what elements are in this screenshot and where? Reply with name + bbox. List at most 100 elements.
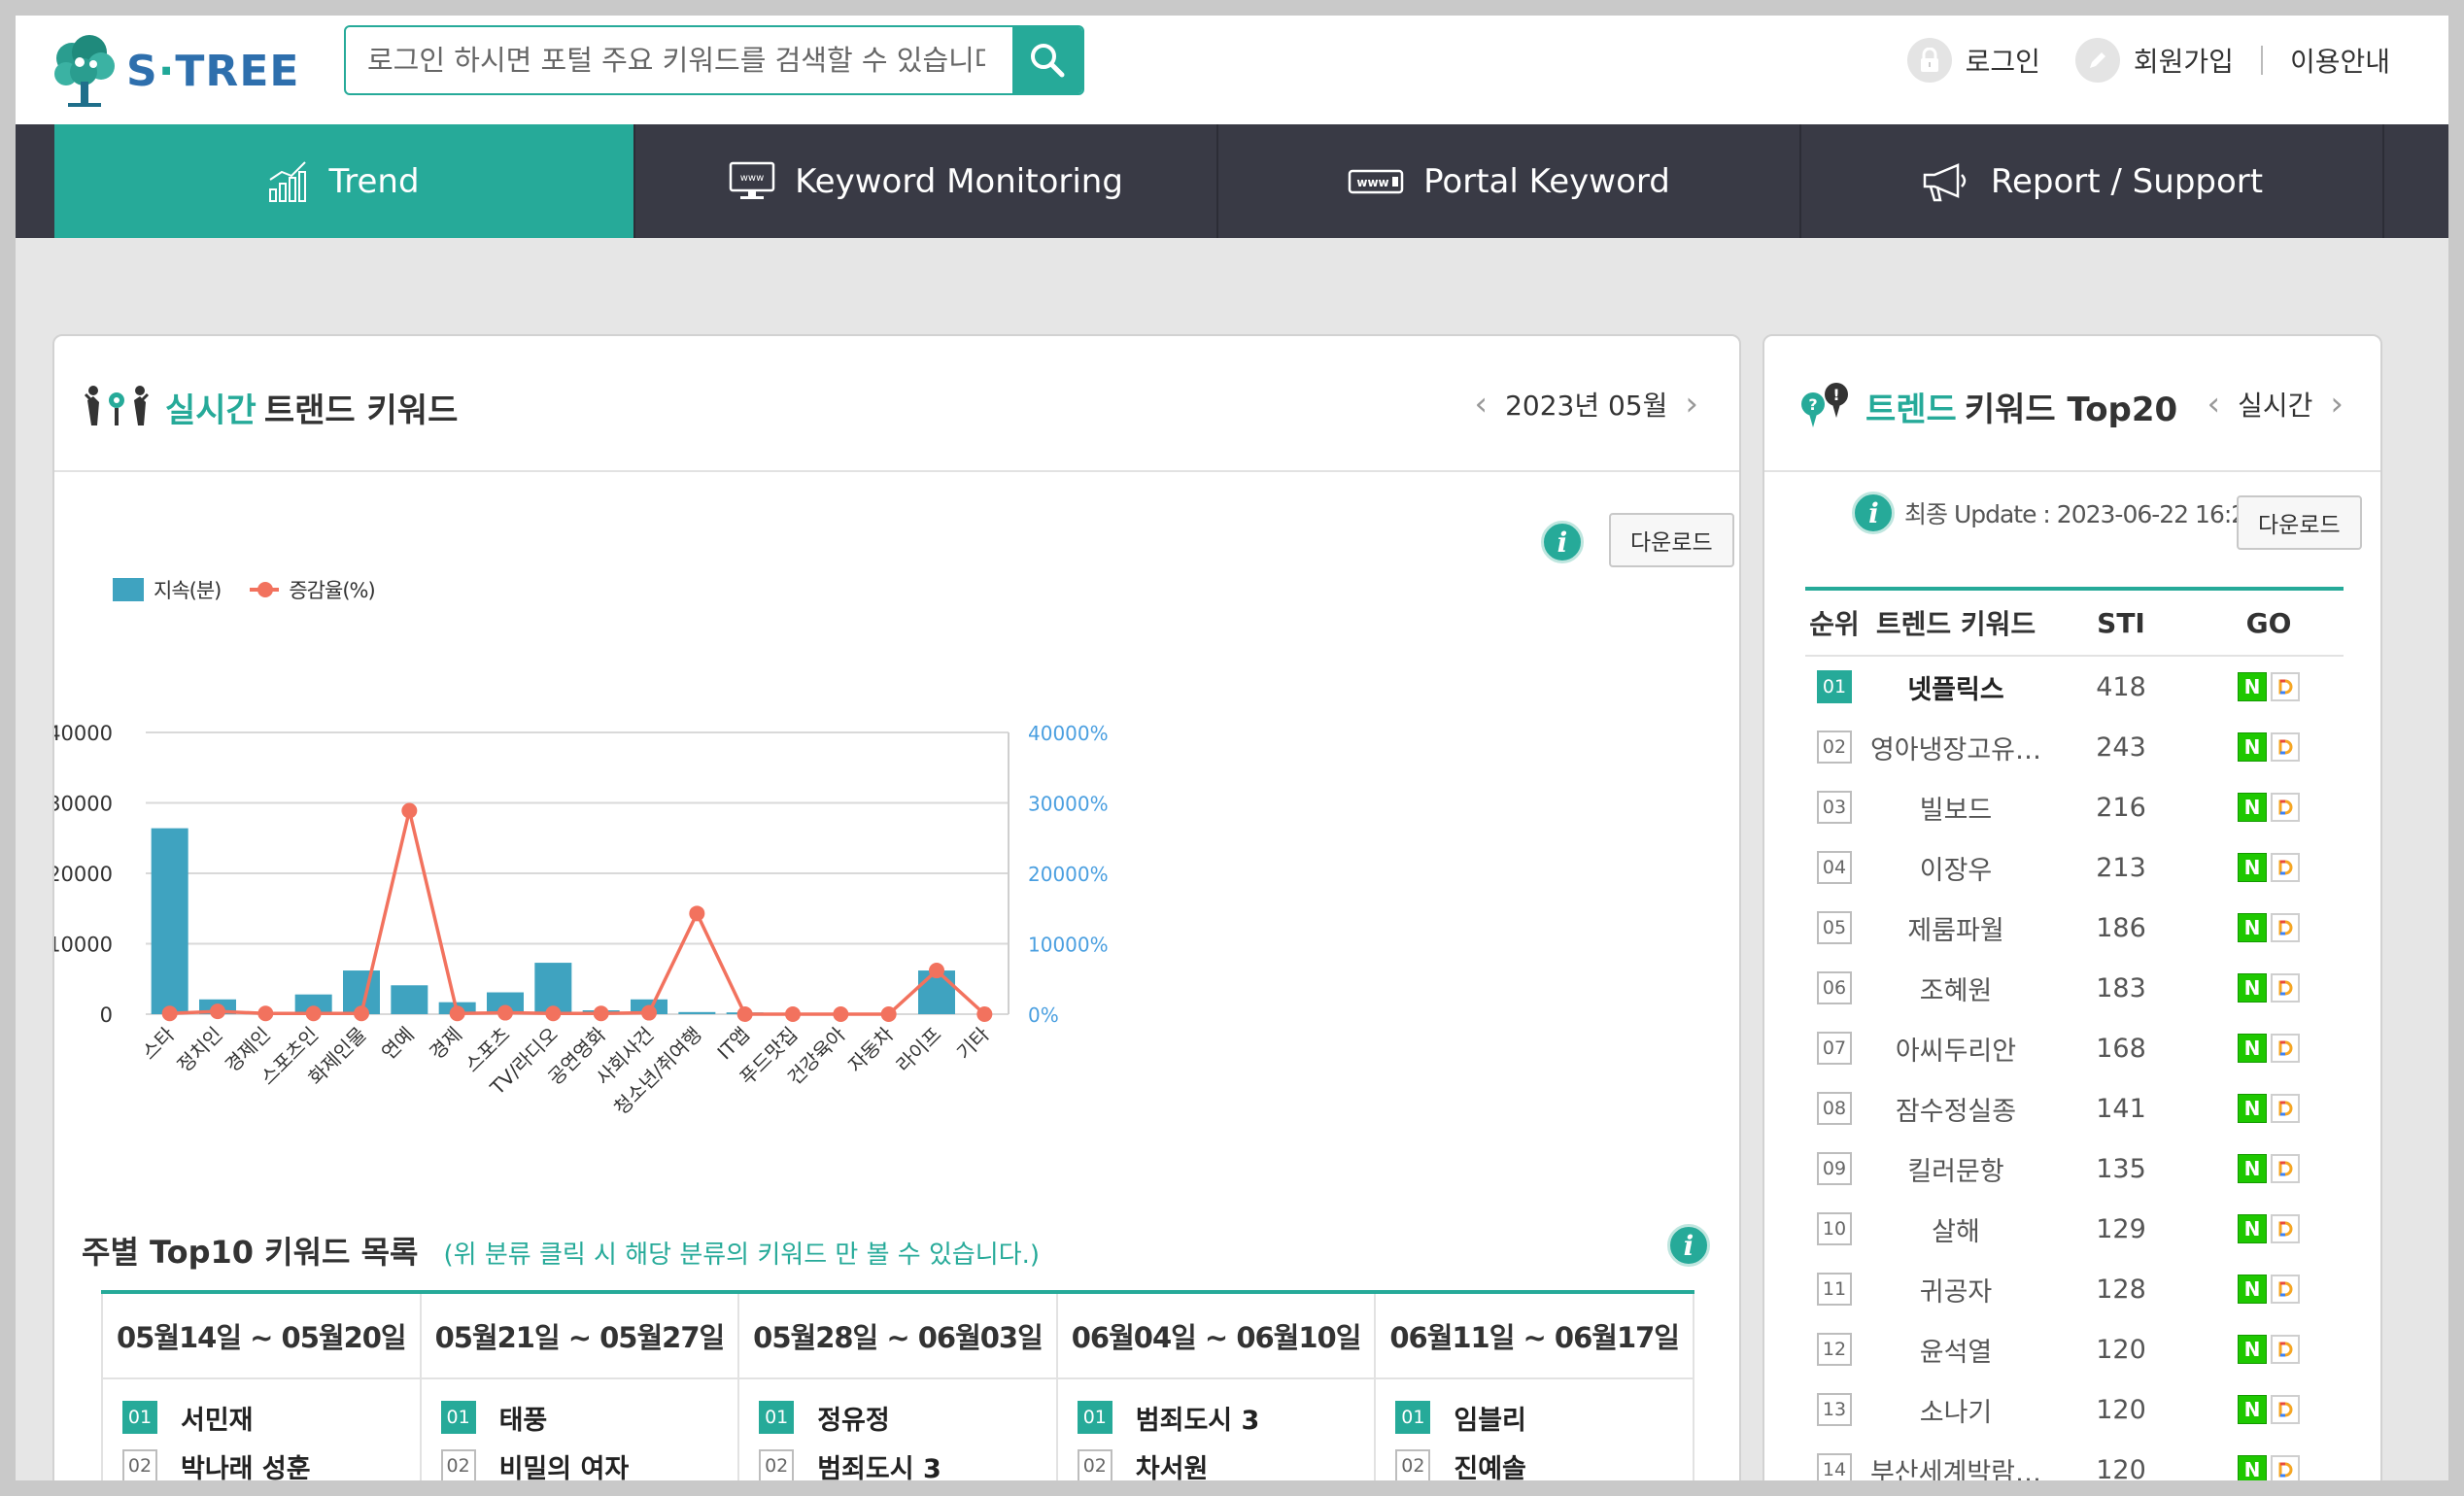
daum-link-icon[interactable] <box>2271 793 2300 822</box>
guide-link[interactable]: 이용안내 <box>2290 41 2390 80</box>
logo[interactable]: S·TREE <box>51 27 299 115</box>
daum-link-icon[interactable] <box>2271 1275 2300 1304</box>
daum-link-icon[interactable] <box>2271 732 2300 762</box>
table-row[interactable]: 13 소나기 120 N <box>1805 1379 2344 1440</box>
sti-cell: 186 <box>2096 912 2146 943</box>
naver-link-icon[interactable]: N <box>2238 732 2267 762</box>
table-row[interactable]: 09 킬러문항 135 N <box>1805 1139 2344 1199</box>
table-row[interactable]: 02 영아냉장고유… 243 N <box>1805 717 2344 777</box>
keyword-cell[interactable]: 잠수정실종 <box>1895 1096 2017 1127</box>
table-row[interactable]: 11 귀공자 128 N <box>1805 1259 2344 1319</box>
naver-link-icon[interactable]: N <box>2238 1455 2267 1480</box>
week-keyword-item[interactable]: 01 태풍 <box>422 1393 738 1442</box>
keyword-cell[interactable]: 영아냉장고유… <box>1869 734 2042 765</box>
top10-divider <box>101 1290 1694 1294</box>
sti-cell: 141 <box>2096 1093 2146 1124</box>
keyword-cell[interactable]: 윤석열 <box>1919 1337 1993 1368</box>
rank-cell: 14 <box>1805 1453 1864 1480</box>
keyword-cell[interactable]: 조혜원 <box>1919 975 1993 1006</box>
table-row[interactable]: 14 부산세계박람… 120 N <box>1805 1440 2344 1480</box>
daum-link-icon[interactable] <box>2271 1094 2300 1123</box>
table-row[interactable]: 04 이장우 213 N <box>1805 837 2344 898</box>
naver-link-icon[interactable]: N <box>2238 672 2267 701</box>
keyword-cell[interactable]: 킬러문항 <box>1907 1156 2004 1187</box>
daum-link-icon[interactable] <box>2271 913 2300 942</box>
sti-cell: 120 <box>2096 1454 2146 1481</box>
next-month-chevron-right-icon[interactable]: › <box>1685 385 1698 424</box>
keyword-cell[interactable]: 소나기 <box>1919 1397 1993 1428</box>
week-keyword-item[interactable]: 02 박나래 성훈 <box>103 1442 420 1480</box>
week-keyword-item[interactable]: 01 서민재 <box>103 1393 420 1442</box>
week-keyword: 정유정 <box>817 1405 890 1436</box>
nav-portal-keyword[interactable]: www Portal Keyword <box>1218 124 1801 238</box>
line-point <box>354 1005 369 1022</box>
side-prev-chevron-left-icon[interactable]: ‹ <box>2207 385 2221 424</box>
table-row[interactable]: 12 윤석열 120 N <box>1805 1319 2344 1379</box>
go-cell: N <box>2194 1094 2344 1123</box>
table-body: 01 넷플릭스 418 N 02 영아냉장고유… 243 N 03 빌보드 216 N 04 이장우 213… <box>1805 657 2344 1480</box>
search-input[interactable] <box>346 27 1007 93</box>
week-keyword: 태풍 <box>498 1405 548 1436</box>
side-download-button[interactable]: 다운로드 <box>2237 495 2362 550</box>
naver-link-icon[interactable]: N <box>2238 1335 2267 1364</box>
daum-link-icon[interactable] <box>2271 1395 2300 1424</box>
daum-link-icon[interactable] <box>2271 973 2300 1003</box>
table-row[interactable]: 01 넷플릭스 418 N <box>1805 657 2344 717</box>
top10-info-icon[interactable]: i <box>1667 1224 1710 1267</box>
side-info-icon[interactable]: i <box>1852 492 1895 534</box>
table-row[interactable]: 05 제룸파월 186 N <box>1805 898 2344 958</box>
table-row[interactable]: 03 빌보드 216 N <box>1805 777 2344 837</box>
naver-link-icon[interactable]: N <box>2238 1154 2267 1183</box>
login-link[interactable]: 로그인 <box>1906 38 2040 83</box>
naver-link-icon[interactable]: N <box>2238 793 2267 822</box>
week-keyword-item[interactable]: 01 범죄도시 3 <box>1058 1393 1375 1442</box>
keyword-cell[interactable]: 넷플릭스 <box>1907 674 2004 705</box>
keyword-cell[interactable]: 아씨두리안 <box>1895 1036 2017 1067</box>
naver-link-icon[interactable]: N <box>2238 973 2267 1003</box>
week-keyword-item[interactable]: 02 비밀의 여자 <box>422 1442 738 1480</box>
naver-link-icon[interactable]: N <box>2238 913 2267 942</box>
keyword-cell[interactable]: 제룸파월 <box>1907 915 2004 946</box>
rank-cell: 02 <box>1805 731 1864 764</box>
chart-download-button[interactable]: 다운로드 <box>1609 513 1734 567</box>
daum-link-icon[interactable] <box>2271 1335 2300 1364</box>
search-button[interactable] <box>1012 27 1082 93</box>
sti-cell: 120 <box>2096 1394 2146 1425</box>
keyword-cell[interactable]: 귀공자 <box>1919 1276 1993 1308</box>
chart-info-icon[interactable]: i <box>1541 521 1584 563</box>
signup-link[interactable]: 회원가입 <box>2074 38 2234 83</box>
naver-link-icon[interactable]: N <box>2238 1034 2267 1063</box>
daum-link-icon[interactable] <box>2271 853 2300 882</box>
week-keyword-item[interactable]: 02 차서원 <box>1058 1442 1375 1480</box>
daum-link-icon[interactable] <box>2271 1034 2300 1063</box>
table-row[interactable]: 07 아씨두리안 168 N <box>1805 1018 2344 1078</box>
week-range: 06월04일 ~ 06월10일 <box>1057 1294 1375 1379</box>
naver-link-icon[interactable]: N <box>2238 1214 2267 1243</box>
naver-link-icon[interactable]: N <box>2238 1395 2267 1424</box>
naver-link-icon[interactable]: N <box>2238 853 2267 882</box>
week-keyword-item[interactable]: 01 임블리 <box>1376 1393 1693 1442</box>
daum-link-icon[interactable] <box>2271 1455 2300 1480</box>
daum-link-icon[interactable] <box>2271 1214 2300 1243</box>
naver-link-icon[interactable]: N <box>2238 1275 2267 1304</box>
week-keyword-item[interactable]: 02 범죄도시 3 <box>739 1442 1056 1480</box>
table-row[interactable]: 06 조혜원 183 N <box>1805 958 2344 1018</box>
keyword-cell[interactable]: 부산세계박람… <box>1869 1457 2042 1481</box>
weekly-top10-table: 05월14일 ~ 05월20일 01 서민재 02 박나래 성훈 05월21일 ~ 05월… <box>101 1294 1694 1480</box>
naver-link-icon[interactable]: N <box>2238 1094 2267 1123</box>
table-row[interactable]: 08 잠수정실종 141 N <box>1805 1078 2344 1139</box>
table-row[interactable]: 10 살해 129 N <box>1805 1199 2344 1259</box>
prev-month-chevron-left-icon[interactable]: ‹ <box>1474 385 1489 424</box>
keyword-cell[interactable]: 살해 <box>1932 1216 1980 1247</box>
keyword-cell[interactable]: 빌보드 <box>1919 795 1993 826</box>
period-label: 2023년 05월 <box>1505 390 1668 422</box>
daum-link-icon[interactable] <box>2271 672 2300 701</box>
week-keyword-item[interactable]: 01 정유정 <box>739 1393 1056 1442</box>
nav-report-support[interactable]: Report / Support <box>1801 124 2384 238</box>
week-keyword-item[interactable]: 02 진예솔 <box>1376 1442 1693 1480</box>
side-next-chevron-right-icon[interactable]: › <box>2330 385 2344 424</box>
nav-trend[interactable]: Trend <box>54 124 635 238</box>
keyword-cell[interactable]: 이장우 <box>1919 855 1993 886</box>
nav-keyword-monitoring[interactable]: www Keyword Monitoring <box>635 124 1218 238</box>
daum-link-icon[interactable] <box>2271 1154 2300 1183</box>
